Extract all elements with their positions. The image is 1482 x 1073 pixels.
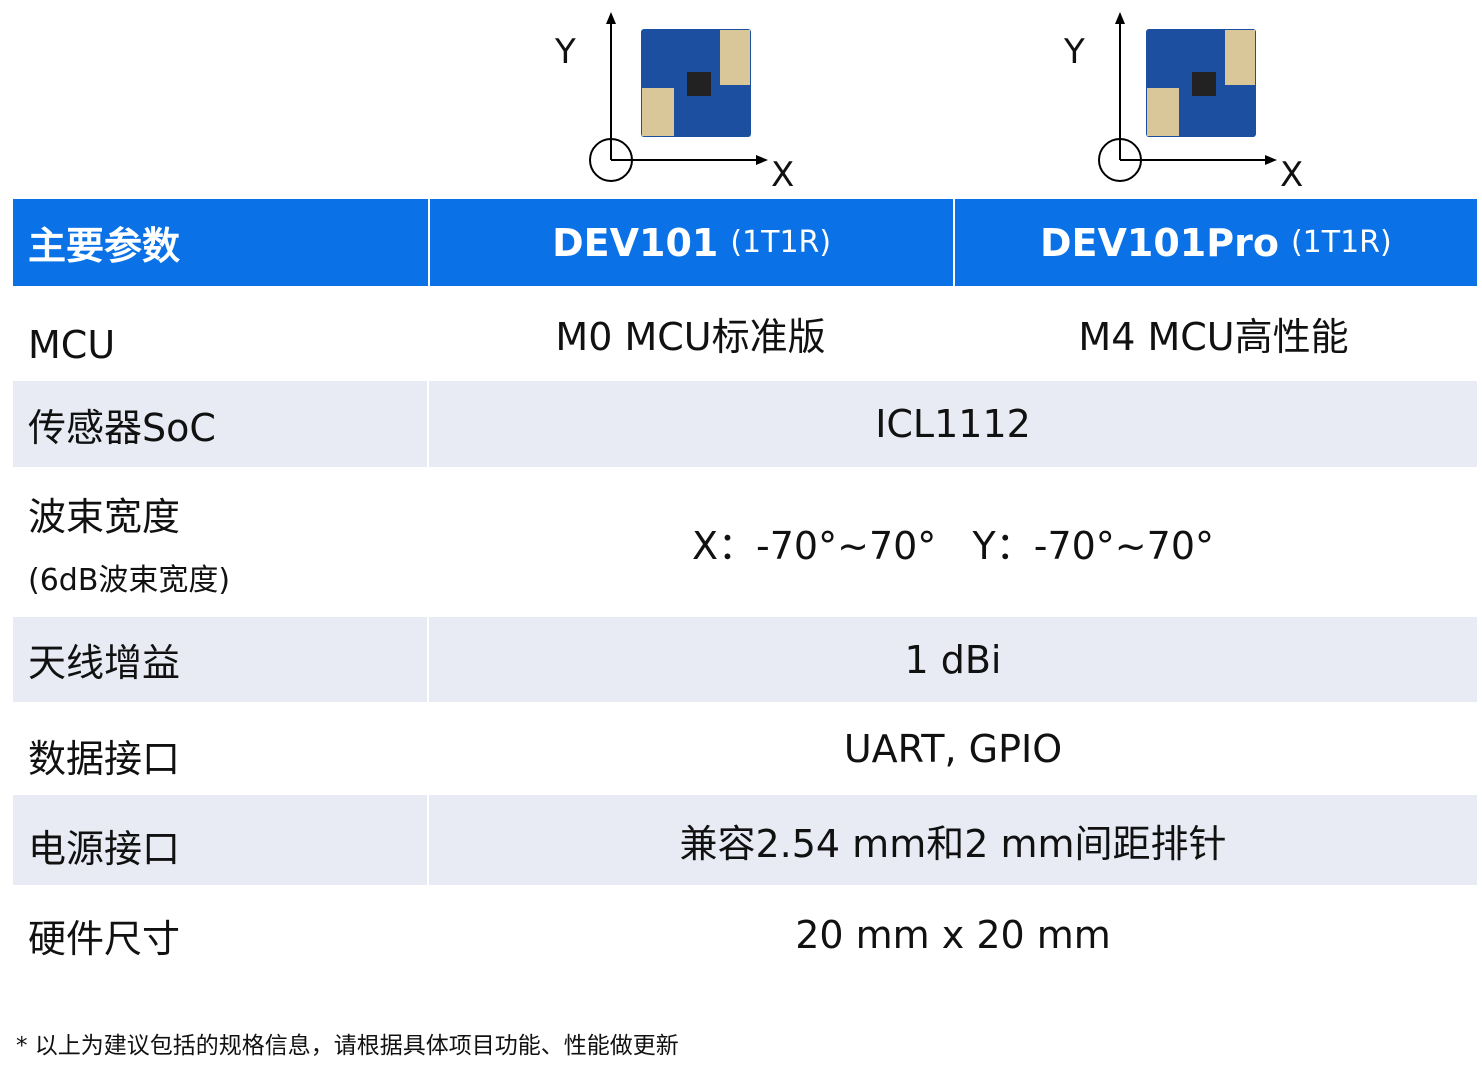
model-name: DEV101 [552, 220, 719, 265]
cell-dev101: M0 MCU标准版 [555, 315, 826, 359]
footnote: * 以上为建议包括的规格信息，请根据具体项目功能、性能做更新 [16, 1033, 679, 1059]
cell-value: 兼容2.54 mm和2 mm间距排针 [679, 821, 1227, 866]
axis-diagram-dev101pro: Y X [1049, 0, 1309, 200]
model-name: DEV101Pro [1040, 220, 1279, 265]
table-row-antenna-gain: 天线增益 1 dBi [13, 617, 1477, 702]
y-axis-label: Y [1064, 32, 1085, 72]
cell-value: 20 mm x 20 mm [795, 913, 1111, 957]
cell-value: UART, GPIO [843, 726, 1063, 771]
table-row-beamwidth: 波束宽度 (6dB波束宽度) X：-70°~70° Y：-70°~70° [13, 467, 1477, 617]
y-axis-label: Y [555, 32, 576, 72]
table-row-data-interface: 数据接口 UART, GPIO [13, 702, 1477, 795]
row-label: 硬件尺寸 [28, 916, 181, 961]
x-axis-label: X [1280, 155, 1304, 195]
table-row-mcu: MCU M0 MCU标准版 M4 MCU高性能 [13, 286, 1477, 381]
table-row-soc: 传感器SoC ICL1112 [13, 381, 1477, 467]
table-row-hardware-size: 硬件尺寸 20 mm x 20 mm [13, 885, 1477, 985]
cell-dev101pro: M4 MCU高性能 [1078, 315, 1349, 359]
row-label: 数据接口 [28, 737, 181, 781]
table-header: 主要参数 DEV101 (1T1R) DEV101Pro (1T1R) [13, 199, 1477, 286]
model-config: (1T1R) [730, 225, 832, 260]
cell-value: ICL1112 [875, 402, 1031, 446]
axis-diagram-dev101: Y X [540, 0, 800, 200]
table-row-power-interface: 电源接口 兼容2.54 mm和2 mm间距排针 [13, 795, 1477, 885]
row-label: 天线增益 [13, 617, 429, 702]
row-label: 传感器SoC [13, 381, 429, 467]
label-sub: (6dB波束宽度) [28, 562, 231, 598]
board-axis-image [589, 12, 768, 182]
row-label: 波束宽度 (6dB波束宽度) [13, 467, 429, 617]
model-config: (1T1R) [1290, 225, 1392, 260]
header-dev101: DEV101 (1T1R) [428, 199, 952, 286]
x-axis-label: X [771, 155, 795, 195]
row-label: MCU [28, 322, 116, 367]
board-axis-image [1098, 12, 1277, 182]
cell-value: X：-70°~70° Y：-70°~70° [692, 523, 1214, 568]
label-main: 波束宽度 [28, 494, 181, 539]
cell-value: 1 dBi [904, 637, 1002, 682]
row-label: 电源接口 [13, 795, 429, 885]
header-param: 主要参数 [28, 224, 181, 268]
header-dev101pro: DEV101Pro (1T1R) [952, 199, 1477, 286]
